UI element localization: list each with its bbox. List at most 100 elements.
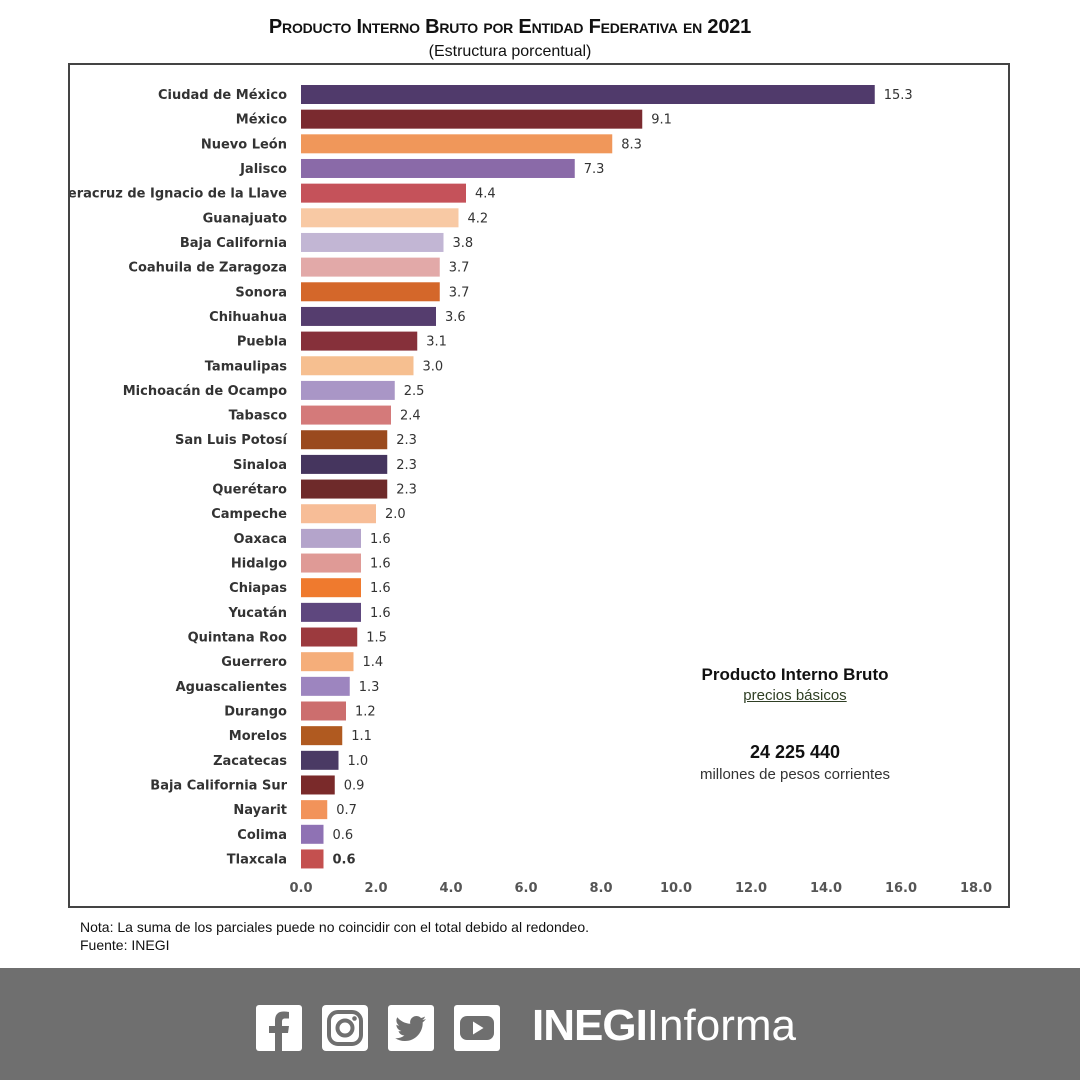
notes: Nota: La suma de los parciales puede no … (80, 918, 589, 954)
value-label: 3.6 (445, 310, 466, 325)
brand-bold-text: INEGI (532, 1001, 648, 1050)
bar (301, 627, 358, 647)
category-label: Puebla (237, 335, 287, 350)
x-tick-label: 12.0 (735, 881, 767, 896)
brand-light-text: Informa (646, 1001, 796, 1050)
category-label: Colima (237, 828, 287, 843)
bar (301, 380, 395, 400)
bar (301, 750, 339, 770)
bar (301, 85, 875, 104)
x-tick-label: 2.0 (364, 881, 387, 896)
bar (301, 849, 324, 869)
value-label: 3.7 (449, 261, 470, 276)
instagram-icon[interactable] (322, 1005, 368, 1051)
bar-chart: Ciudad de México 15.3 México 9.1 Nuevo León 8… (70, 85, 992, 896)
value-label: 1.4 (363, 655, 384, 670)
chart-frame: Ciudad de México 15.3 México 9.1 Nuevo León 8… (68, 63, 1010, 908)
value-label: 0.6 (333, 828, 354, 843)
category-label: Querétaro (212, 483, 287, 498)
category-label: Quintana Roo (188, 631, 287, 646)
bar (301, 331, 418, 351)
source-text: Fuente: INEGI (80, 937, 170, 953)
category-label: Tabasco (229, 409, 287, 424)
info-title: Producto Interno Bruto (701, 665, 889, 684)
info-units: millones de pesos corrientes (699, 766, 891, 783)
category-label: Sonora (235, 285, 287, 300)
bar (301, 800, 328, 820)
value-label: 3.0 (423, 359, 444, 374)
category-label: México (236, 113, 287, 128)
value-label: 9.1 (651, 113, 672, 128)
category-label: Coahuila de Zaragoza (128, 261, 287, 276)
bar (301, 282, 440, 302)
value-label: 2.3 (396, 483, 417, 498)
category-label: Guerrero (221, 655, 287, 670)
category-label: Chihuahua (209, 310, 287, 325)
bar (301, 726, 343, 746)
youtube-icon[interactable] (454, 1005, 500, 1051)
value-label: 2.0 (385, 507, 406, 522)
category-label: Tlaxcala (227, 852, 287, 867)
category-label: Guanajuato (203, 211, 287, 226)
category-label: Sinaloa (233, 458, 287, 473)
value-label: 1.6 (370, 557, 391, 572)
value-label: 2.3 (396, 433, 417, 448)
bar (301, 824, 324, 844)
category-label: San Luis Potosí (175, 433, 289, 448)
category-label: Baja California (180, 236, 287, 251)
note-text: Nota: La suma de los parciales puede no … (80, 919, 589, 935)
value-label: 3.8 (453, 236, 474, 251)
x-tick-label: 16.0 (885, 881, 917, 896)
bar (301, 528, 361, 548)
category-label: Aguascalientes (176, 680, 288, 695)
category-label: Zacatecas (213, 754, 287, 769)
category-label: Durango (224, 705, 287, 720)
category-label: Morelos (229, 729, 287, 744)
category-label: Yucatán (228, 606, 287, 621)
bar (301, 134, 613, 154)
bar (301, 652, 354, 672)
category-label: Veracruz de Ignacio de la Llave (70, 187, 287, 202)
value-label: 4.4 (475, 187, 496, 202)
value-label: 1.6 (370, 581, 391, 596)
bar (301, 578, 361, 598)
bar (301, 158, 575, 178)
value-label: 2.5 (404, 384, 425, 399)
chart-subtitle: (Estructura porcentual) (428, 43, 592, 60)
value-label: 1.3 (359, 680, 380, 695)
value-label: 1.0 (348, 754, 369, 769)
inegi-informa-logo: INEGIInforma (532, 996, 796, 1056)
category-label: Baja California Sur (150, 778, 287, 793)
value-label: 0.9 (344, 778, 365, 793)
category-label: Tamaulipas (205, 359, 288, 374)
bar (301, 504, 376, 524)
twitter-icon[interactable] (388, 1005, 434, 1051)
bar (301, 676, 350, 696)
x-tick-label: 6.0 (514, 881, 537, 896)
info-subtitle: precios básicos (743, 687, 847, 704)
info-box: Producto Interno Bruto precios básicos 2… (680, 665, 910, 783)
bar (301, 208, 459, 228)
value-label: 1.5 (366, 631, 387, 646)
category-label: Chiapas (229, 581, 287, 596)
bar (301, 183, 466, 203)
chart-title: Producto Interno Bruto por Entidad Feder… (268, 16, 752, 38)
category-label: Campeche (211, 507, 287, 522)
x-tick-label: 14.0 (810, 881, 842, 896)
bar (301, 109, 643, 129)
bar (301, 232, 444, 252)
bar (301, 356, 414, 376)
category-label: Nuevo León (201, 137, 287, 152)
value-label: 1.2 (355, 705, 376, 720)
value-label: 1.6 (370, 532, 391, 547)
bar (301, 430, 388, 450)
facebook-icon[interactable] (256, 1005, 302, 1051)
category-label: Ciudad de México (158, 88, 287, 103)
value-label: 0.7 (336, 803, 357, 818)
value-label: 1.6 (370, 606, 391, 621)
bar (301, 479, 388, 499)
value-label: 8.3 (621, 137, 642, 152)
bar (301, 553, 361, 573)
value-label: 4.2 (468, 211, 489, 226)
value-label: 2.4 (400, 409, 421, 424)
